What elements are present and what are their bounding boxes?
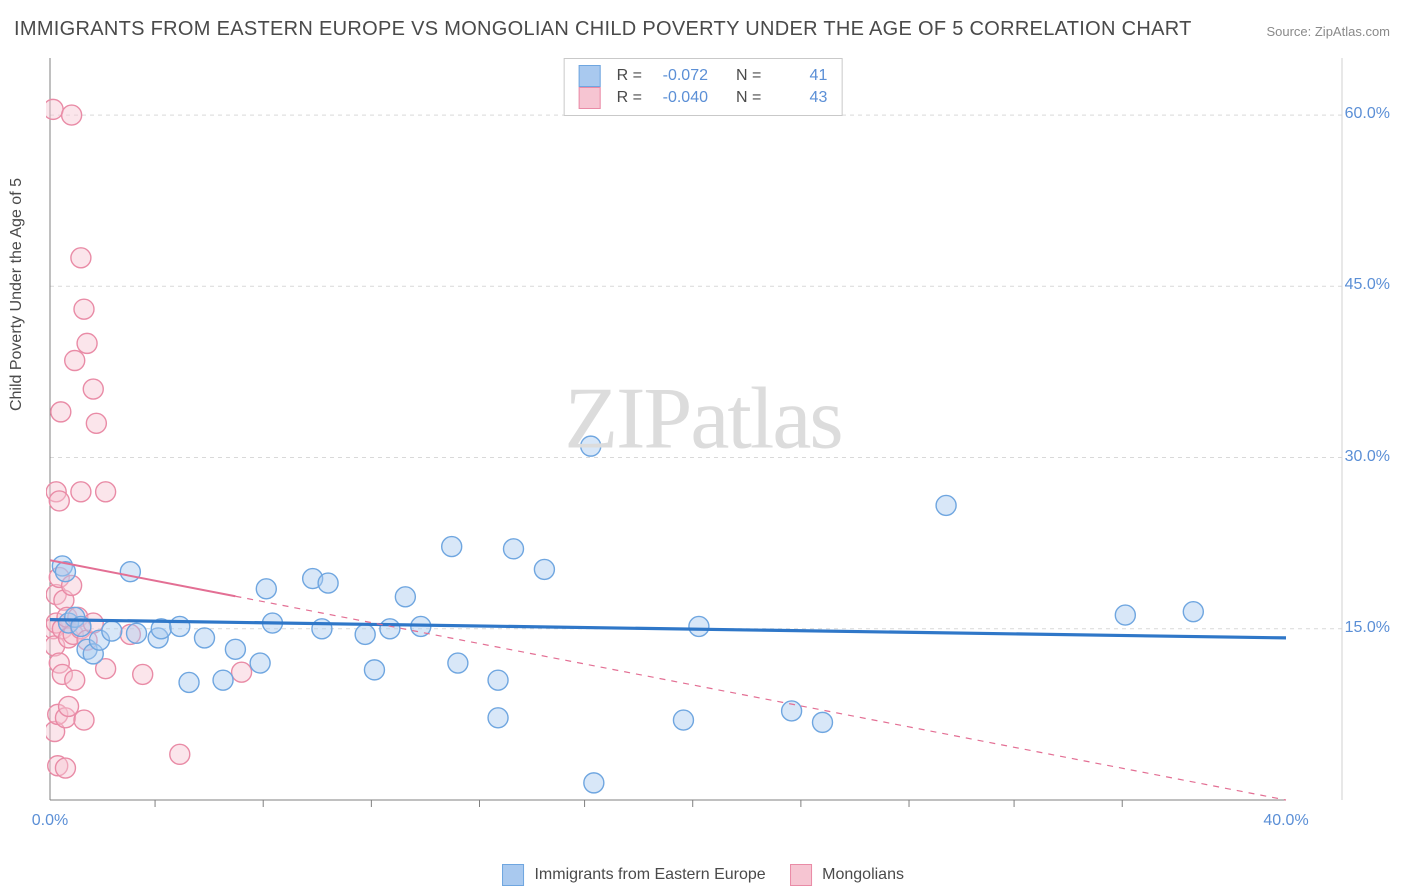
chart-container: IMMIGRANTS FROM EASTERN EUROPE VS MONGOL… [0,0,1406,892]
y-tick-label: 15.0% [1345,619,1390,637]
y-axis-title: Child Poverty Under the Age of 5 [8,178,26,411]
n-value-series1: 41 [771,67,827,85]
legend-swatch-series1 [579,65,601,87]
correlation-legend: R = -0.072 N = 41 R = -0.040 N = 43 [564,58,843,116]
n-label: N = [736,89,761,107]
x-tick-label: 0.0% [32,812,68,830]
legend-row-series1: R = -0.072 N = 41 [579,65,828,87]
legend-item-series2: Mongolians [790,864,904,886]
legend-row-series2: R = -0.040 N = 43 [579,87,828,109]
chart-svg [46,54,1346,824]
r-label: R = [617,89,642,107]
source-label: Source: ZipAtlas.com [1266,24,1390,39]
chart-title: IMMIGRANTS FROM EASTERN EUROPE VS MONGOL… [14,18,1192,41]
x-tick-label: 40.0% [1263,812,1308,830]
legend-label-series1: Immigrants from Eastern Europe [534,866,765,883]
legend-swatch-series2 [790,864,812,886]
y-tick-label: 60.0% [1345,105,1390,123]
legend-label-series2: Mongolians [822,866,904,883]
n-label: N = [736,67,761,85]
y-tick-label: 30.0% [1345,448,1390,466]
legend-item-series1: Immigrants from Eastern Europe [502,864,766,886]
r-label: R = [617,67,642,85]
legend-swatch-series1 [502,864,524,886]
legend-swatch-series2 [579,87,601,109]
plot-area [46,54,1346,824]
r-value-series2: -0.040 [652,89,708,107]
y-tick-label: 45.0% [1345,276,1390,294]
bottom-legend: Immigrants from Eastern Europe Mongolian… [502,864,904,886]
r-value-series1: -0.072 [652,67,708,85]
n-value-series2: 43 [771,89,827,107]
